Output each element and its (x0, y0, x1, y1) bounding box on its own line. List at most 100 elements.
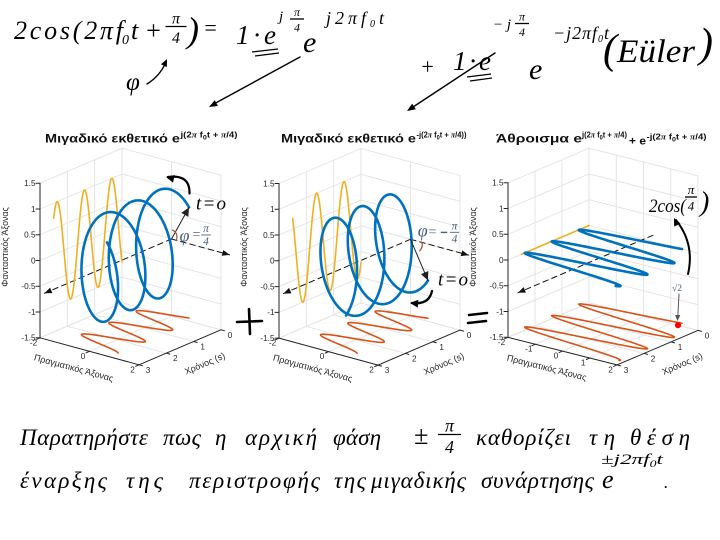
svg-text:Μιγαδικό εκθετικό e: Μιγαδικό εκθετικό e (45, 134, 180, 146)
svg-text:0.5: 0.5 (24, 231, 36, 240)
svg-text:Άθροισμα e: Άθροισμα e (496, 134, 582, 146)
svg-text:1: 1 (200, 343, 205, 352)
svg-text:-1: -1 (496, 307, 504, 316)
svg-text:φ: φ (180, 226, 190, 246)
svg-text:4: 4 (688, 199, 695, 214)
svg-text:±j2πf0t: ±j2πf 0 t (601, 452, 664, 469)
svg-text:e: e (529, 53, 542, 86)
svg-text:−j2πf0t: −j2πf0t (553, 23, 610, 45)
svg-text:συνάρτησης: συνάρτησης (481, 468, 595, 493)
svg-text:π: π (452, 220, 459, 232)
svg-text:2: 2 (608, 365, 613, 374)
svg-text:−j: −j (493, 17, 511, 33)
svg-text:1·e: 1·e (236, 20, 276, 50)
svg-text:π: π (203, 223, 210, 235)
svg-text:0: 0 (270, 257, 275, 266)
svg-text:t +: t + (131, 16, 162, 45)
svg-text:φ: φ (418, 221, 428, 241)
svg-text:π: π (445, 416, 455, 436)
svg-text:π: π (519, 10, 526, 24)
svg-text:0: 0 (499, 256, 504, 265)
svg-text:2: 2 (173, 354, 178, 363)
svg-text:0: 0 (554, 352, 559, 361)
svg-text:0.5: 0.5 (492, 230, 504, 239)
svg-text:j(2π f0t + π/4): j(2π f0t + π/4) (581, 130, 627, 142)
svg-text:-0.5: -0.5 (21, 282, 36, 291)
svg-text:πως: πως (163, 425, 202, 450)
svg-text:): ) (697, 21, 713, 67)
svg-text:√2: √2 (672, 283, 682, 294)
svg-text:-1.5: -1.5 (489, 333, 504, 342)
svg-text:.: . (664, 473, 668, 492)
svg-text:): ) (698, 187, 709, 218)
svg-text:Παρατηρήστε: Παρατηρήστε (19, 425, 149, 450)
svg-text:1: 1 (31, 205, 36, 214)
svg-text:-1.5: -1.5 (260, 334, 275, 343)
svg-text:Φανταστικός Άξονας: Φανταστικός Άξονας (0, 207, 10, 286)
svg-text:της: της (126, 468, 164, 493)
svg-text:+: + (420, 54, 435, 79)
svg-text:π: π (172, 11, 181, 28)
svg-text:-0.5: -0.5 (489, 282, 504, 291)
svg-text:4: 4 (519, 25, 525, 39)
svg-text:της: της (334, 468, 367, 493)
svg-text:2: 2 (130, 365, 135, 374)
svg-text:2: 2 (651, 354, 656, 363)
svg-text:1·e: 1·e (453, 46, 491, 76)
svg-text:0: 0 (228, 331, 233, 340)
svg-text:-1: -1 (525, 345, 533, 354)
svg-text:φάση: φάση (333, 425, 381, 450)
svg-text:-1: -1 (267, 308, 275, 317)
svg-text:καθορίζει: καθορίζει (476, 425, 571, 450)
svg-text:4: 4 (445, 437, 454, 457)
svg-text:περιστροφής: περιστροφής (189, 468, 321, 493)
svg-text:): ) (185, 10, 199, 50)
svg-text:1.5: 1.5 (492, 179, 504, 188)
svg-text:1: 1 (439, 343, 444, 352)
svg-text:0.5: 0.5 (263, 231, 275, 240)
svg-text:3: 3 (385, 366, 390, 375)
svg-text:+ e: + e (629, 136, 646, 148)
svg-text:φ: φ (126, 69, 140, 96)
svg-text:0: 0 (467, 331, 472, 340)
svg-text:Φανταστικός Άξονας: Φανταστικός Άξονας (239, 207, 249, 286)
svg-text:3: 3 (624, 366, 629, 375)
svg-text:=: = (203, 15, 218, 40)
svg-text:0: 0 (705, 331, 710, 340)
svg-text:2cos(: 2cos( (649, 196, 688, 217)
svg-text:=: = (429, 225, 437, 240)
svg-text:αρχική: αρχική (245, 425, 317, 450)
svg-text:Φανταστικός Άξονας: Φανταστικός Άξονας (468, 207, 478, 286)
svg-text:1: 1 (499, 204, 504, 213)
svg-text:2: 2 (412, 354, 417, 363)
svg-text:-0.5: -0.5 (260, 282, 275, 291)
svg-text:±: ± (414, 421, 428, 450)
svg-text:0: 0 (81, 352, 86, 361)
svg-text:μιγαδικής: μιγαδικής (370, 468, 467, 493)
svg-text:1: 1 (270, 205, 275, 214)
svg-text:0: 0 (31, 256, 36, 265)
svg-text:π: π (294, 5, 301, 19)
svg-text:t = o: t = o (438, 270, 468, 291)
svg-text:0: 0 (320, 352, 325, 361)
svg-text:3: 3 (146, 366, 151, 375)
svg-text:-j(2π f0t + π/4): -j(2 π f0t + π/4) (647, 132, 707, 144)
svg-text:(: ( (603, 27, 620, 73)
svg-text:4: 4 (203, 236, 209, 248)
svg-text:Μιγαδικό εκθετικό e: Μιγαδικό εκθετικό e (281, 134, 416, 146)
svg-text:1: 1 (581, 359, 586, 368)
svg-text:η: η (215, 425, 226, 450)
svg-text:e: e (602, 465, 614, 494)
svg-text:4: 4 (294, 21, 300, 35)
svg-text:0: 0 (122, 33, 129, 48)
svg-text:-2: -2 (498, 338, 506, 347)
svg-text:Eüler: Eüler (616, 34, 695, 70)
svg-text:π: π (688, 182, 695, 197)
svg-text:-1: -1 (28, 308, 36, 317)
svg-text:1.5: 1.5 (24, 179, 36, 188)
svg-text:4: 4 (452, 233, 458, 245)
svg-text:e: e (303, 26, 316, 59)
svg-text:2: 2 (369, 366, 374, 375)
svg-text:-j(2π f0t + π/4)): -j(2π f0t + π/4)) (417, 130, 467, 142)
svg-text:1.5: 1.5 (263, 179, 275, 188)
